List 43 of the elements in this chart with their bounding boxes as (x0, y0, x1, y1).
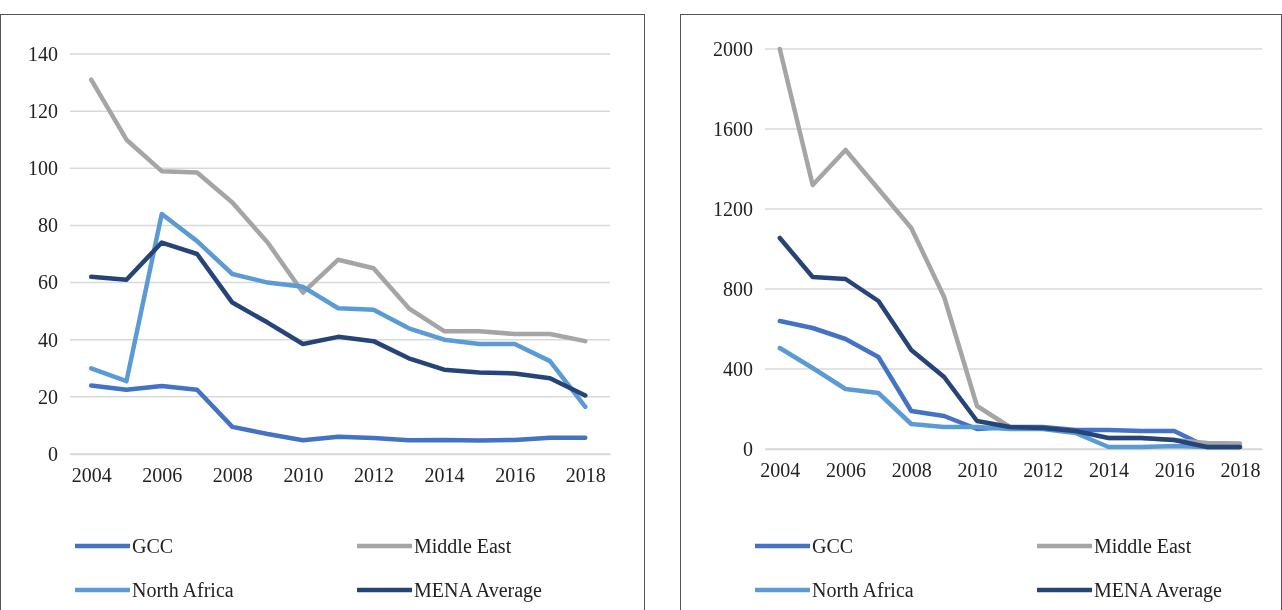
y-tick-label: 60 (38, 271, 58, 294)
x-tick-label: 2006 (142, 464, 183, 487)
x-tick-label: 2004 (760, 459, 801, 482)
y-tick-label: 1600 (713, 117, 753, 140)
legend-label: North Africa (812, 579, 914, 601)
x-tick-label: 2008 (212, 464, 253, 487)
legend-label: Middle East (414, 535, 512, 557)
y-tick-label: 100 (28, 157, 58, 180)
x-tick-label: 2016 (495, 464, 536, 487)
y-tick-label: 20 (38, 385, 58, 408)
legend-label: GCC (812, 535, 854, 557)
y-tick-label: 0 (743, 437, 753, 460)
line-series (88, 77, 588, 344)
x-tick-label: 2014 (424, 464, 465, 487)
line-series (88, 211, 588, 410)
y-tick-label: 0 (48, 442, 58, 465)
legend-label: Middle East (1094, 535, 1192, 557)
y-tick-label: 2000 (713, 37, 753, 60)
x-tick-label: 2004 (71, 464, 112, 487)
y-tick-label: 120 (28, 100, 58, 123)
legend-label: GCC (132, 535, 174, 557)
legend-label: MENA Average (414, 579, 543, 602)
y-tick-label: 400 (723, 357, 753, 380)
x-tick-label: 2012 (354, 464, 395, 487)
x-tick-label: 2018 (1220, 459, 1261, 482)
y-tick-label: 40 (38, 328, 58, 351)
x-tick-label: 2016 (1154, 459, 1195, 482)
legend-label: North Africa (132, 579, 234, 601)
x-tick-label: 2006 (826, 459, 867, 482)
line-series (777, 235, 1243, 450)
x-tick-label: 2018 (565, 464, 606, 487)
x-tick-label: 2010 (283, 464, 324, 487)
line-series (88, 240, 588, 398)
y-tick-label: 800 (723, 277, 753, 300)
x-tick-label: 2012 (1023, 459, 1064, 482)
x-tick-label: 2008 (891, 459, 932, 482)
x-tick-label: 2010 (957, 459, 998, 482)
line-series (88, 383, 588, 443)
y-tick-label: 140 (28, 42, 58, 65)
legend-label: MENA Average (1094, 579, 1223, 602)
x-tick-label: 2014 (1089, 459, 1129, 482)
y-tick-label: 80 (38, 214, 58, 237)
y-tick-label: 1200 (713, 197, 753, 220)
